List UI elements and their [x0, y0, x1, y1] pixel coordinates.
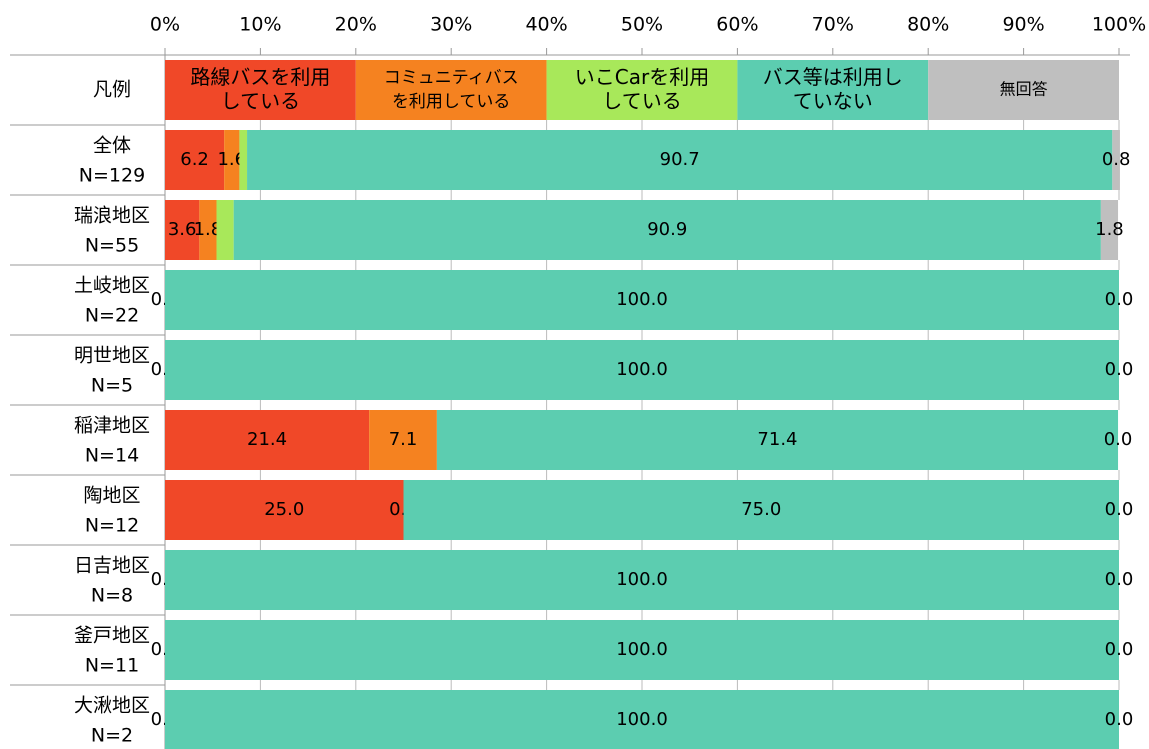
- data-label: 21.4: [247, 429, 287, 450]
- legend-label: いこCarを利用している: [575, 65, 709, 113]
- data-label: 75.0: [741, 499, 781, 520]
- data-label: 100.0: [616, 359, 668, 380]
- bar-segment: [165, 620, 1119, 680]
- bar-segment: [247, 130, 1113, 190]
- y-tick-label: 明世地区: [74, 345, 150, 367]
- y-tick-label: 陶地区: [83, 485, 140, 507]
- bar-segment: [165, 130, 225, 190]
- legend-swatch: [165, 60, 356, 120]
- data-label: 0.8: [1102, 149, 1131, 170]
- bar-segment: [199, 200, 217, 260]
- data-label: 0.0: [1105, 639, 1134, 660]
- data-label: 3.6: [168, 219, 197, 240]
- data-label: 90.7: [660, 149, 700, 170]
- x-tick-label: 30%: [430, 14, 472, 36]
- bar-segment: [403, 480, 1119, 540]
- legend-label: コミュニティバスを利用している: [384, 68, 519, 112]
- x-tick-label: 60%: [716, 14, 758, 36]
- data-label: 1.8: [1095, 219, 1124, 240]
- data-label: 100.0: [616, 709, 668, 730]
- x-tick-label: 10%: [239, 14, 281, 36]
- bar-segment: [233, 200, 1101, 260]
- y-tick-label: 瑞浪地区: [74, 205, 150, 227]
- x-tick-label: 50%: [621, 14, 663, 36]
- data-label: 100.0: [616, 289, 668, 310]
- data-label: 1.6: [217, 149, 246, 170]
- x-tick-label: 40%: [525, 14, 567, 36]
- bar-segment: [1100, 200, 1119, 260]
- bar-segment: [239, 130, 248, 190]
- bar-segment: [216, 200, 234, 260]
- x-tick-label: 0%: [150, 14, 180, 36]
- x-tick-label: 20%: [335, 14, 377, 36]
- y-tick-label: 日吉地区: [74, 555, 150, 577]
- legend-swatch: [737, 60, 929, 120]
- data-label: 0.0: [1105, 569, 1134, 590]
- y-tick-label: N=5: [91, 375, 133, 397]
- data-label: 0.0: [1105, 709, 1134, 730]
- data-label: 0.0: [1104, 429, 1133, 450]
- data-label: 6.2: [180, 149, 209, 170]
- data-label: 90.9: [647, 219, 687, 240]
- y-tick-label: N=11: [85, 655, 139, 677]
- data-label: 100.0: [616, 569, 668, 590]
- bar-segment: [224, 130, 240, 190]
- data-label: 1.8: [194, 219, 223, 240]
- y-tick-label: 釜戸地区: [74, 625, 150, 647]
- legend-label: 無回答: [1000, 80, 1048, 99]
- legend-swatch: [928, 60, 1119, 120]
- data-label: 0.0: [1105, 499, 1134, 520]
- bar-segment: [1112, 130, 1120, 190]
- y-tick-label: N=12: [85, 515, 139, 537]
- data-label: 100.0: [616, 639, 668, 660]
- y-tick-label: N=8: [91, 585, 133, 607]
- data-label: 0.0: [1105, 359, 1134, 380]
- bar-segment: [369, 410, 437, 470]
- legend-label: 路線バスを利用している: [190, 65, 330, 113]
- y-tick-label: 土岐地区: [74, 275, 150, 297]
- y-tick-label: 稲津地区: [74, 415, 150, 437]
- bar-segment: [165, 340, 1119, 400]
- bar-segment: [165, 200, 200, 260]
- data-label: 71.4: [757, 429, 797, 450]
- bar-segment: [165, 410, 370, 470]
- bar-segment: [436, 410, 1119, 470]
- bar-segment: [165, 550, 1119, 610]
- x-tick-label: 90%: [1002, 14, 1044, 36]
- x-tick-label: 80%: [907, 14, 949, 36]
- data-label: 7.1: [389, 429, 418, 450]
- y-tick-label: N=14: [85, 445, 139, 467]
- legend-swatch: [355, 60, 547, 120]
- y-tick-label: N=55: [85, 235, 139, 257]
- legend-swatch: [546, 60, 738, 120]
- y-tick-label: 全体: [93, 135, 131, 157]
- y-tick-label: N=22: [85, 305, 139, 327]
- bar-segment: [165, 690, 1119, 749]
- x-tick-label: 70%: [812, 14, 854, 36]
- bar-segment: [165, 480, 404, 540]
- x-tick-label: 100%: [1092, 14, 1146, 36]
- data-label: 0.0: [1105, 289, 1134, 310]
- data-label: 25.0: [264, 499, 304, 520]
- y-tick-label: 大湫地区: [74, 695, 150, 717]
- bar-segment: [165, 270, 1119, 330]
- y-tick-label: N=129: [79, 165, 145, 187]
- legend-title: 凡例: [93, 79, 131, 101]
- y-tick-label: N=2: [91, 725, 133, 747]
- legend-label: バス等は利用していない: [763, 65, 903, 113]
